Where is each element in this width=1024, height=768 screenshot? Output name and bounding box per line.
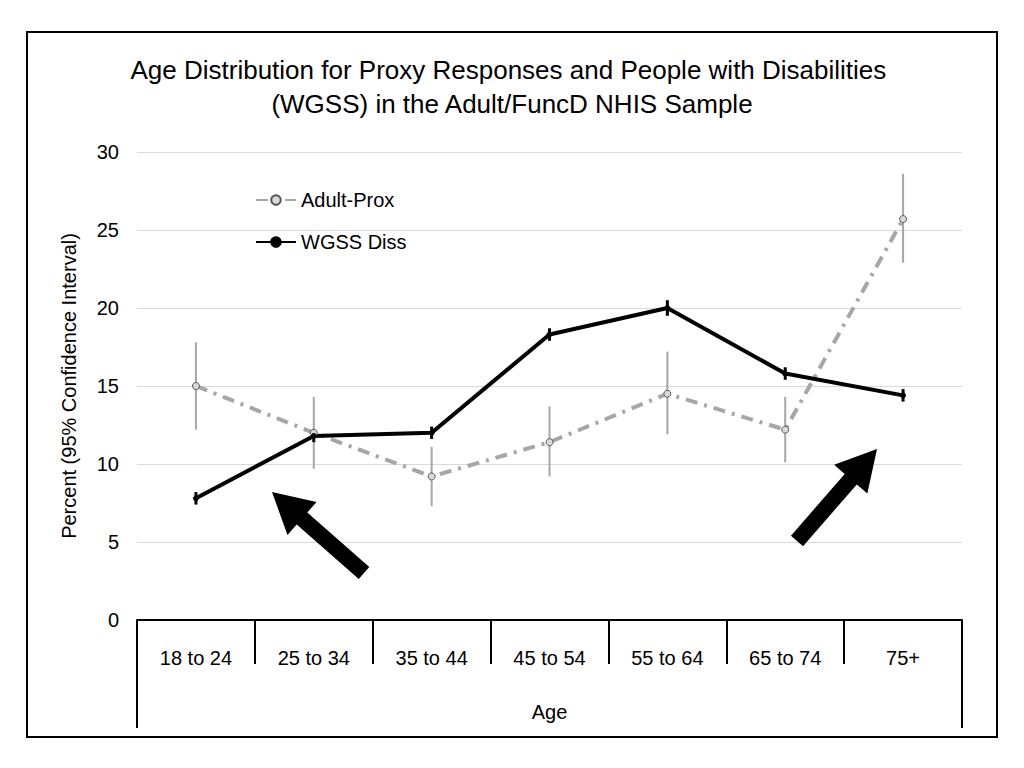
svg-text:45 to 54: 45 to 54: [513, 647, 585, 669]
svg-text:75+: 75+: [886, 647, 920, 669]
svg-text:Adult-Prox: Adult-Prox: [301, 189, 394, 211]
svg-text:Percent (95% Confidence Interv: Percent (95% Confidence Interval): [58, 233, 80, 539]
svg-text:10: 10: [97, 453, 119, 475]
svg-text:5: 5: [108, 531, 119, 553]
svg-text:25: 25: [97, 219, 119, 241]
svg-text:Age Distribution for Proxy Res: Age Distribution for Proxy Responses and…: [130, 55, 893, 85]
svg-text:65 to 74: 65 to 74: [749, 647, 821, 669]
svg-text:15: 15: [97, 375, 119, 397]
svg-text:20: 20: [97, 297, 119, 319]
svg-text:WGSS Diss: WGSS Diss: [301, 231, 407, 253]
svg-text:0: 0: [108, 609, 119, 631]
svg-text:55 to 64: 55 to 64: [631, 647, 703, 669]
svg-text:25 to 34: 25 to 34: [278, 647, 350, 669]
svg-text:18 to 24: 18 to 24: [160, 647, 232, 669]
svg-text:35 to 44: 35 to 44: [395, 647, 467, 669]
svg-text:(WGSS) in the Adult/FuncD NHIS: (WGSS) in the Adult/FuncD NHIS Sample: [271, 89, 752, 119]
svg-text:30: 30: [97, 141, 119, 163]
svg-text:Age: Age: [532, 701, 568, 723]
